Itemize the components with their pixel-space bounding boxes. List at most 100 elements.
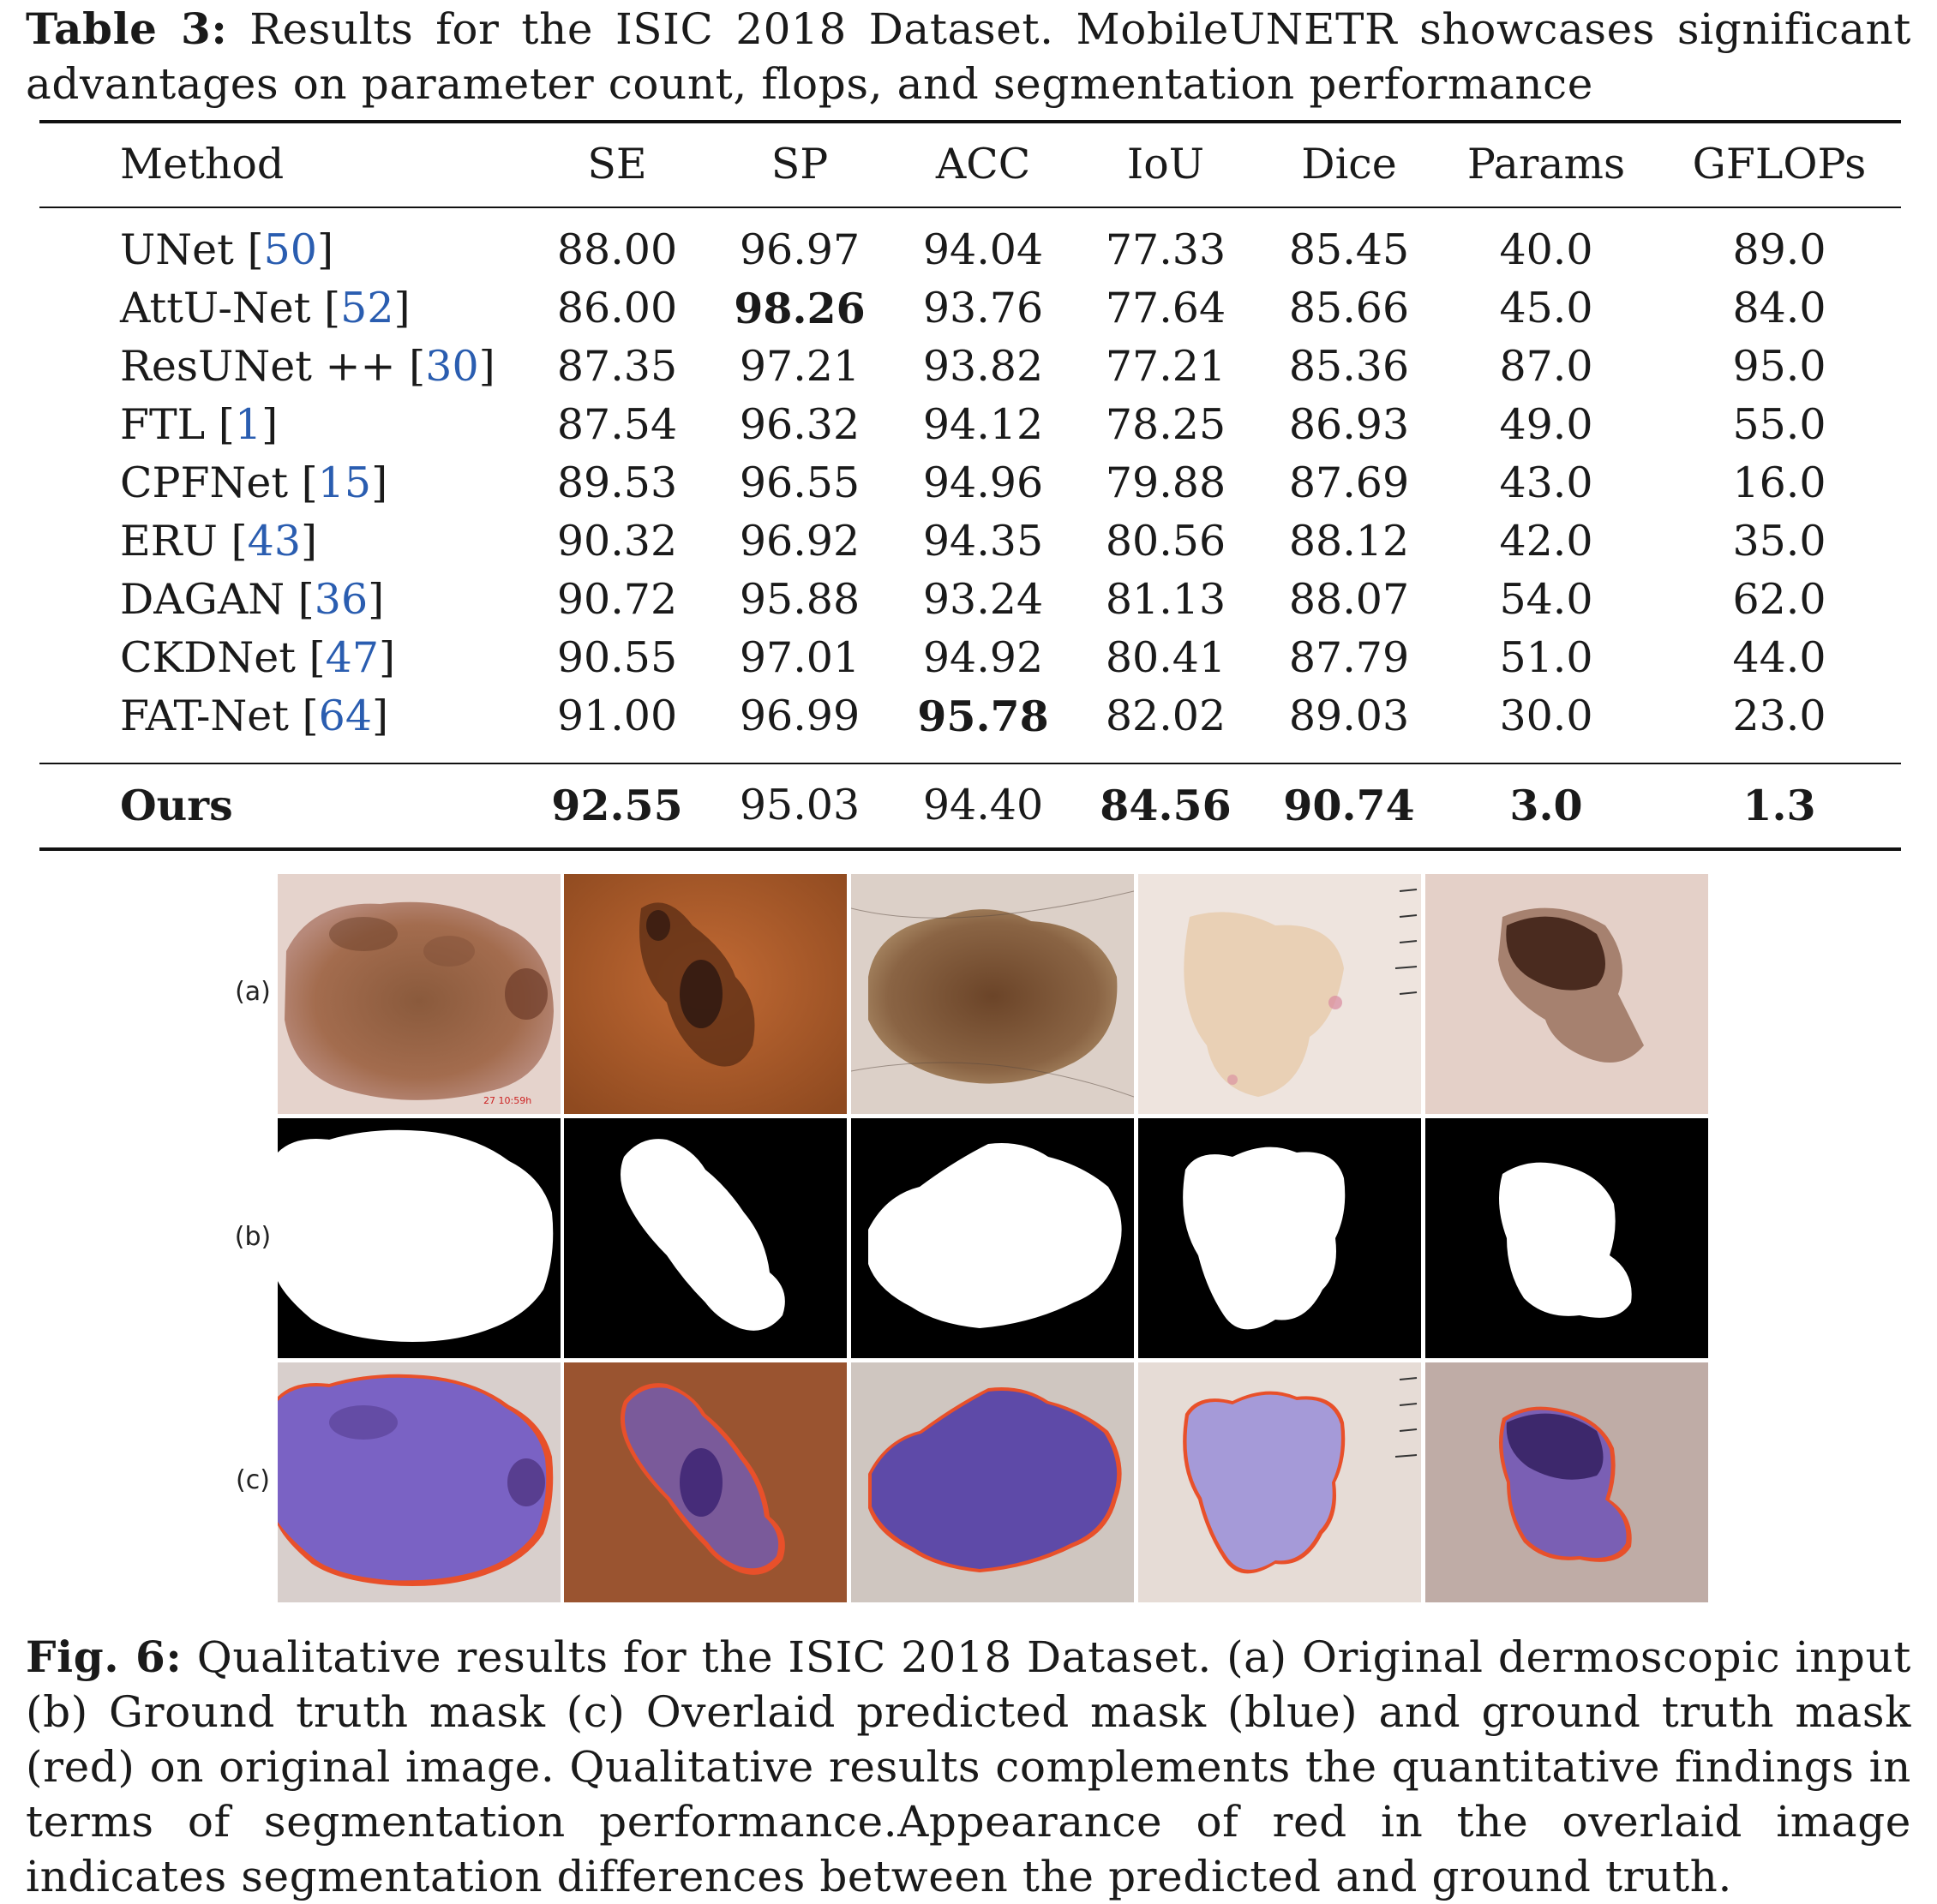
value-cell-ours: 94.40 — [922, 781, 1044, 829]
value-cell: 62.0 — [1732, 575, 1826, 624]
table-row: FTL [1] 87.54 96.32 94.12 78.25 86.93 49.0 55.0 — [39, 396, 1901, 454]
table-bottom-rule — [39, 847, 1901, 851]
value-cell: 89.0 — [1732, 225, 1826, 274]
table-row: CKDNet [47] 90.55 97.01 94.92 80.41 87.79 51.0… — [39, 629, 1901, 687]
column-header-sp: SP — [771, 140, 829, 189]
table-row-ours: Ours 92.55 95.03 94.40 84.56 90.74 3.0 1.3 — [39, 776, 1901, 835]
table-row: ERU [43] 90.32 96.92 94.35 80.56 88.12 42.0 35.… — [39, 512, 1901, 571]
value-cell: 23.0 — [1732, 692, 1826, 740]
value-cell: 88.07 — [1288, 575, 1410, 624]
method-cell: CKDNet [47] — [120, 633, 396, 682]
value-cell: 77.33 — [1105, 225, 1226, 274]
value-cell: 85.45 — [1288, 225, 1410, 274]
value-cell-ours: 84.56 — [1100, 781, 1232, 830]
citation-link[interactable]: 52 — [340, 284, 394, 332]
value-cell: 85.36 — [1288, 342, 1410, 391]
citation-link[interactable]: 1 — [234, 400, 262, 449]
value-cell: 93.82 — [922, 342, 1044, 391]
value-cell: 96.92 — [739, 517, 861, 566]
value-cell: 89.53 — [556, 458, 678, 507]
row-label-a: (a) — [235, 977, 271, 1007]
table-header-rule — [39, 207, 1901, 208]
table-top-rule — [39, 120, 1901, 123]
value-cell: 87.35 — [556, 342, 678, 391]
value-cell: 97.01 — [739, 633, 861, 682]
value-cell: 43.0 — [1499, 458, 1593, 507]
overlay-image-2 — [564, 1362, 847, 1602]
value-cell: 88.00 — [556, 225, 678, 274]
table-row: CPFNet [15] 89.53 96.55 94.96 79.88 87.69 43.0… — [39, 454, 1901, 512]
method-name: ERU — [120, 517, 218, 566]
ground-truth-mask-5 — [1425, 1118, 1708, 1358]
svg-text:27 10:59h: 27 10:59h — [483, 1095, 531, 1106]
column-header-acc: ACC — [935, 140, 1031, 189]
citation-link[interactable]: 43 — [247, 517, 302, 566]
column-header-method: Method — [120, 140, 285, 189]
citation-link[interactable]: 15 — [317, 458, 372, 507]
input-image-5 — [1425, 874, 1708, 1114]
method-cell: ERU [43] — [120, 517, 318, 566]
ground-truth-mask-2 — [564, 1118, 847, 1358]
column-header-se: SE — [587, 140, 647, 189]
overlay-image-5 — [1425, 1362, 1708, 1602]
value-cell: 45.0 — [1499, 284, 1593, 332]
citation-link[interactable]: 50 — [263, 225, 317, 274]
input-image-3 — [851, 874, 1134, 1114]
citation-link[interactable]: 47 — [325, 633, 380, 682]
value-cell: 86.93 — [1288, 400, 1410, 449]
method-cell: DAGAN [36] — [120, 575, 385, 624]
overlay-image-3 — [851, 1362, 1134, 1602]
value-cell: 49.0 — [1499, 400, 1593, 449]
value-cell: 89.03 — [1288, 692, 1410, 740]
value-cell: 90.32 — [556, 517, 678, 566]
table-row: ResUNet ++ [30] 87.35 97.21 93.82 77.21 85.36… — [39, 338, 1901, 396]
value-cell: 94.12 — [922, 400, 1044, 449]
row-label-b: (b) — [234, 1222, 272, 1252]
table-row: DAGAN [36] 90.72 95.88 93.24 81.13 88.07 54.0 6… — [39, 571, 1901, 629]
value-cell-ours: 1.3 — [1742, 781, 1816, 830]
value-cell: 96.55 — [739, 458, 861, 507]
ground-truth-mask-3 — [851, 1118, 1134, 1358]
method-name: CPFNet — [120, 458, 289, 507]
value-cell: 94.92 — [922, 633, 1044, 682]
input-image-1: 27 10:59h — [278, 874, 561, 1114]
value-cell: 91.00 — [556, 692, 678, 740]
citation-link[interactable]: 36 — [314, 575, 369, 624]
table-row: FAT-Net [64] 91.00 96.99 95.78 82.02 89.03 30.… — [39, 687, 1901, 745]
value-cell: 80.56 — [1105, 517, 1226, 566]
ground-truth-mask-1 — [278, 1118, 561, 1358]
method-cell: CPFNet [15] — [120, 458, 388, 507]
method-cell: ResUNet ++ [30] — [120, 342, 495, 391]
value-cell-ours: 3.0 — [1509, 781, 1583, 830]
value-cell: 94.35 — [922, 517, 1044, 566]
value-cell: 77.21 — [1105, 342, 1226, 391]
overlay-image-4 — [1138, 1362, 1421, 1602]
method-name-ours: Ours — [120, 781, 233, 830]
column-header-gflops: GFLOPs — [1692, 140, 1867, 189]
value-cell: 97.21 — [739, 342, 861, 391]
method-name: UNet — [120, 225, 234, 274]
value-cell: 98.26 — [734, 284, 866, 333]
row-label-c: (c) — [236, 1465, 270, 1495]
table-row: AttU-Net [52] 86.00 98.26 93.76 77.64 85.66 45… — [39, 279, 1901, 338]
citation-link[interactable]: 30 — [425, 342, 479, 391]
input-image-4 — [1138, 874, 1421, 1114]
figure-label: Fig. 6: — [26, 1632, 183, 1682]
value-cell: 87.0 — [1499, 342, 1593, 391]
citation-link[interactable]: 64 — [318, 692, 372, 740]
value-cell: 90.72 — [556, 575, 678, 624]
method-name: AttU-Net — [120, 284, 311, 332]
value-cell: 95.88 — [739, 575, 861, 624]
figure-caption-text: Qualitative results for the ISIC 2018 Da… — [26, 1632, 1911, 1901]
value-cell: 16.0 — [1732, 458, 1826, 507]
method-cell: FTL [1] — [120, 400, 279, 449]
value-cell: 85.66 — [1288, 284, 1410, 332]
value-cell: 86.00 — [556, 284, 678, 332]
value-cell: 81.13 — [1105, 575, 1226, 624]
input-image-2 — [564, 874, 847, 1114]
value-cell: 93.76 — [922, 284, 1044, 332]
value-cell: 93.24 — [922, 575, 1044, 624]
value-cell-ours: 95.03 — [739, 781, 861, 829]
value-cell: 90.55 — [556, 633, 678, 682]
value-cell: 88.12 — [1288, 517, 1410, 566]
